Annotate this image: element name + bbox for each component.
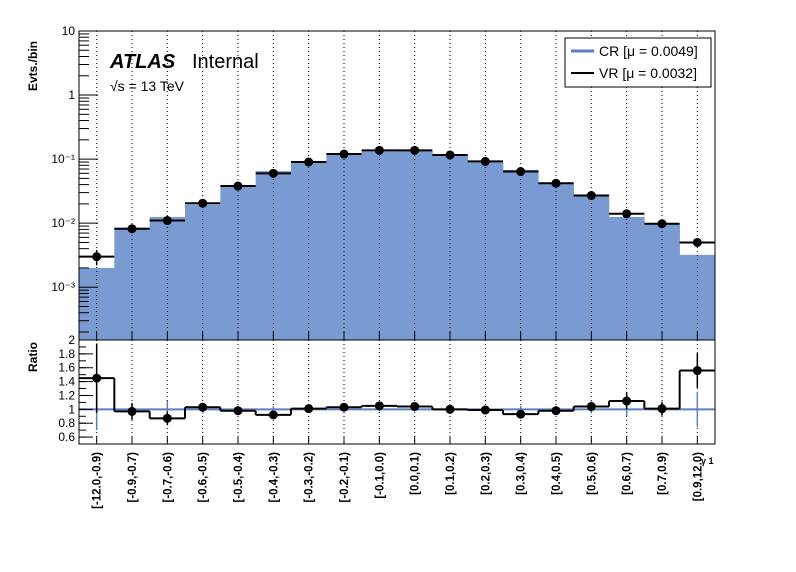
x-tick-label-1: [-0.9,-0.7) (127, 452, 139, 503)
energy-label: √s = 13 TeV (110, 78, 185, 94)
vr-point-5 (268, 168, 278, 178)
main-y-tick-label-3: 1 (68, 88, 75, 102)
vr-point-10 (445, 150, 455, 160)
ratio-y-axis-label: Ratio (26, 342, 40, 372)
atlas-status-label: Internal (192, 51, 259, 73)
ratio-vr-point-8 (374, 401, 384, 411)
x-tick-label-15: [0.6,0.7) (622, 452, 634, 495)
ratio-vr-point-12 (516, 409, 526, 419)
x-tick-label-4: [-0.5,-0.4) (233, 452, 245, 503)
x-tick-label-13: [0.4,0.5) (551, 452, 563, 495)
x-tick-label-14: [0.5,0.6) (586, 452, 598, 495)
main-cr-histogram (79, 150, 716, 340)
main-vr-series (79, 145, 715, 266)
x-tick-label-16: [0.7,0.9) (657, 452, 669, 495)
ratio-y-tick-label-0: 0.6 (58, 430, 75, 444)
x-tick-label-11: [0.2,0.3) (480, 452, 492, 495)
x-tick-label-9: [0.0,0.1) (410, 452, 422, 495)
ratio-vr-point-13 (551, 406, 561, 416)
ratio-y-axis: 0.60.811.21.41.61.82 (58, 333, 93, 445)
x-tick-label-10: [0.1,0.2) (445, 452, 457, 495)
legend-vr-label: VR [μ = 0.0032] (599, 65, 697, 81)
x-axis-label: γ 1 (701, 456, 714, 466)
ratio-y-tick-label-3: 1.2 (58, 388, 75, 402)
ratio-y-tick-label-1: 0.8 (58, 416, 75, 430)
legend-box (564, 37, 712, 88)
vr-point-17 (692, 237, 702, 247)
vr-point-16 (657, 219, 667, 229)
ratio-vr-point-2 (162, 413, 172, 423)
ratio-vr-point-15 (622, 396, 632, 406)
cr-bar-16 (644, 224, 680, 340)
x-tick-label-7: [-0.2,-0.1) (339, 452, 351, 503)
cr-bar-9 (397, 150, 433, 340)
ratio-y-tick-label-5: 1.6 (58, 361, 75, 375)
ratio-vr-point-9 (410, 402, 420, 412)
ratio-vr-point-0 (92, 373, 102, 383)
cr-bar-8 (361, 151, 398, 340)
ratio-vr-series (79, 343, 715, 426)
ratio-y-tick-label-7: 2 (68, 333, 75, 347)
ratio-vr-point-7 (339, 402, 349, 412)
vr-point-7 (339, 149, 349, 159)
x-tick-label-0: [-12.0,-0.9) (92, 452, 104, 509)
vr-point-6 (304, 157, 314, 167)
x-axis: [-12.0,-0.9) [-0.9,-0.7) [-0.7,-0.6) [-0.6,… (92, 332, 704, 509)
legend-cr-label: CR [μ = 0.0049] (599, 43, 698, 59)
ratio-vr-point-10 (445, 404, 455, 414)
vr-point-14 (586, 191, 596, 201)
vr-point-11 (480, 156, 490, 166)
vr-point-9 (410, 145, 420, 155)
x-tick-label-12: [0.3,0.4) (516, 452, 528, 495)
x-tick-label-6: [-0.3,-0.2) (304, 452, 316, 503)
main-y-tick-label-2: 10⁻¹ (51, 152, 75, 166)
main-y-tick-label-1: 10⁻² (51, 216, 75, 230)
ratio-vr-point-5 (268, 410, 278, 420)
ratio-plot-frame (78, 339, 716, 445)
ratio-vr-point-6 (304, 404, 314, 414)
main-y-tick-label-4: 10 (62, 24, 76, 38)
vr-point-0 (92, 252, 102, 262)
x-tick-label-5: [-0.4,-0.3) (268, 452, 280, 503)
x-tick-label-17: [0.9,12.0) (692, 452, 704, 501)
atlas-label: ATLAS (109, 51, 176, 73)
ratio-vertical-grid (96, 340, 698, 444)
x-tick-label-3: [-0.6,-0.5) (198, 452, 210, 503)
vr-point-15 (622, 209, 632, 219)
legend: CR [μ = 0.0049] VR [μ = 0.0032] (564, 37, 712, 88)
ratio-vr-point-16 (657, 404, 667, 414)
ratio-y-tick-label-2: 1 (68, 402, 75, 416)
ratio-y-tick-label-6: 1.8 (58, 347, 75, 361)
vr-point-13 (551, 178, 561, 188)
main-y-tick-label-0: 10⁻³ (51, 280, 75, 294)
x-tick-label-2: [-0.7,-0.6) (162, 452, 174, 503)
ratio-vr-point-14 (586, 402, 596, 412)
vr-point-1 (127, 224, 137, 234)
cr-bar-13 (538, 183, 574, 340)
ratio-vr-point-1 (127, 406, 137, 416)
cr-bar-11 (467, 161, 504, 340)
vr-point-8 (374, 145, 384, 155)
vr-point-2 (162, 216, 172, 226)
ratio-vr-point-3 (198, 402, 208, 412)
x-tick-label-8: [-0.1,0.0) (374, 452, 386, 499)
vr-point-12 (516, 167, 526, 177)
ratio-vr-point-11 (480, 405, 490, 415)
main-y-axis-label: Evts./bin (26, 41, 40, 91)
cr-bar-17 (679, 254, 716, 340)
ratio-y-tick-label-4: 1.4 (58, 375, 75, 389)
ratio-cr-series (79, 388, 715, 431)
ratio-vr-point-4 (233, 406, 243, 416)
ratio-vr-point-17 (692, 366, 702, 376)
vr-point-3 (198, 198, 208, 208)
vr-point-4 (233, 181, 243, 191)
main-y-axis: 10⁻³ 10⁻² 10⁻¹ 1 10 (51, 24, 98, 333)
